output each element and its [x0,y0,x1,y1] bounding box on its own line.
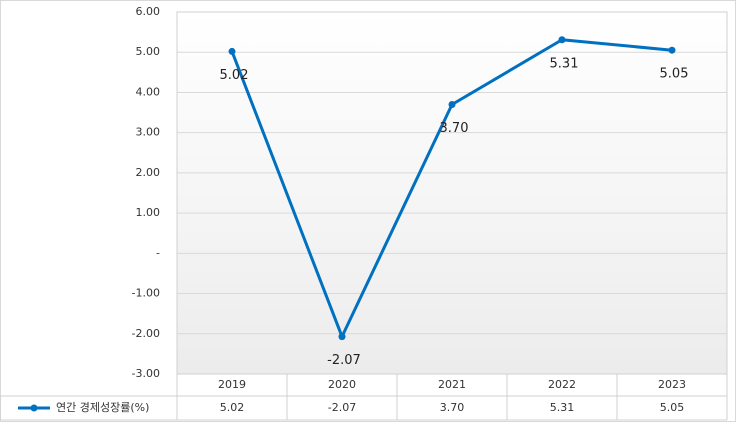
table-value: 5.02 [220,401,245,414]
plot-border [176,11,728,375]
point [668,46,676,54]
table-value: 5.05 [660,401,685,414]
data-label: 5.02 [220,68,249,83]
point [338,333,346,341]
x-tick-label: 2023 [658,378,686,391]
plot-area [177,12,727,374]
data-label: 5.31 [550,56,579,71]
table-value: -2.07 [328,401,356,414]
x-tick-label: 2022 [548,378,576,391]
y-tick-label: - [156,246,160,259]
x-tick-label: 2019 [218,378,246,391]
table-value: 5.31 [550,401,575,414]
point [448,101,456,109]
y-tick-label: 6.00 [136,5,161,18]
y-tick-label: 2.00 [136,166,161,179]
y-tick-label: 3.00 [136,126,161,139]
legend-label: 연간 경제성장률(%) [56,401,149,414]
legend-marker [30,404,38,412]
y-tick-label: -2.00 [132,327,160,340]
y-tick-label: -3.00 [132,367,160,380]
x-tick-label: 2020 [328,378,356,391]
data-label: -2.07 [327,353,361,368]
x-tick-label: 2021 [438,378,466,391]
data-label: 5.05 [660,67,689,82]
y-tick-label: 4.00 [136,85,161,98]
data-label: 3.70 [440,121,469,136]
y-tick-label: -1.00 [132,287,160,300]
point [558,36,566,44]
point [228,47,236,55]
y-tick-label: 1.00 [136,206,161,219]
table-value: 3.70 [440,401,465,414]
y-tick-label: 5.00 [136,45,161,58]
